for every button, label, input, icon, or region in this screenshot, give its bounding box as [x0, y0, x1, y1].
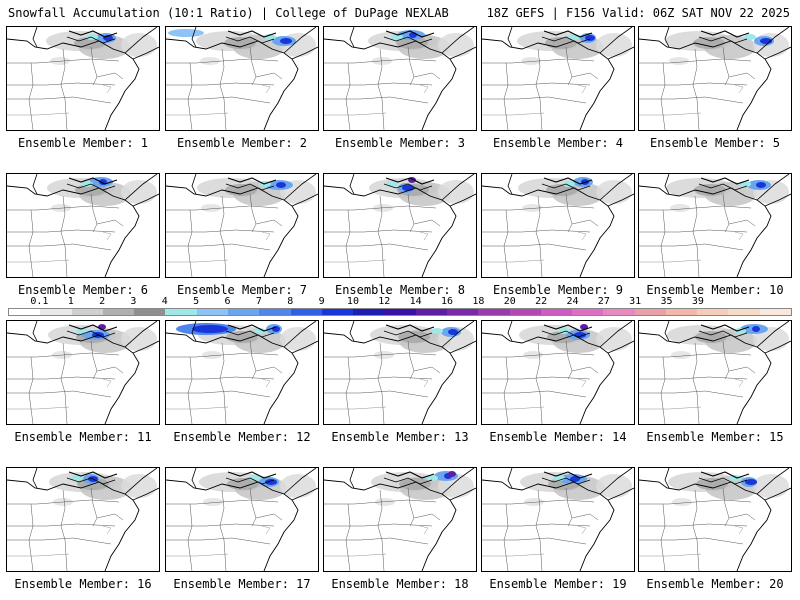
colorbar-swatch — [603, 309, 635, 315]
colorbar-tick-label: 7 — [255, 296, 262, 307]
ensemble-member-map — [323, 467, 477, 572]
ensemble-member-map — [165, 173, 319, 278]
ensemble-member-label: Ensemble Member: 10 — [646, 283, 784, 297]
colorbar-tick-label: 16 — [441, 296, 454, 307]
colorbar-tick-label: 0.1 — [30, 296, 49, 307]
ensemble-member-map — [481, 26, 635, 131]
colorbar-swatch — [321, 309, 354, 315]
run-valid-time: 18Z GEFS | F156 Valid: 06Z SAT NOV 22 20… — [486, 6, 790, 20]
ensemble-member-label: Ensemble Member: 12 — [173, 430, 311, 444]
colorbar-swatches — [8, 308, 792, 316]
colorbar-tick-label: 24 — [566, 296, 579, 307]
colorbar-swatch — [196, 309, 228, 315]
ensemble-member-label: Ensemble Member: 4 — [492, 136, 624, 150]
ensemble-member-label: Ensemble Member: 16 — [14, 577, 152, 591]
ensemble-member-map — [481, 320, 635, 425]
colorbar-tick-label: 10 — [346, 296, 359, 307]
colorbar-swatch — [634, 309, 666, 315]
ensemble-member-label: Ensemble Member: 17 — [173, 577, 311, 591]
snowfall-colorbar: 0.1 1 2 3 4 5 6 7 8 9 10 12 14 16 18 20 22 24 27 31 35 39 — [8, 296, 792, 318]
colorbar-tick-label: 35 — [660, 296, 673, 307]
colorbar-tick-label: 18 — [472, 296, 485, 307]
colorbar-swatch — [227, 309, 260, 315]
colorbar-swatch — [665, 309, 698, 315]
map-title: Snowfall Accumulation (10:1 Ratio) | Col… — [8, 6, 449, 20]
ensemble-member-map — [165, 320, 319, 425]
ensemble-member-label: Ensemble Member: 19 — [489, 577, 627, 591]
colorbar-tick-label: 2 — [99, 296, 106, 307]
colorbar-swatch — [259, 309, 291, 315]
colorbar-swatch — [728, 309, 760, 315]
colorbar-tick-label: 31 — [629, 296, 642, 307]
colorbar-tick-label: 9 — [318, 296, 325, 307]
colorbar-swatch — [9, 309, 41, 315]
ensemble-member-map — [323, 320, 477, 425]
ensemble-member-map — [638, 320, 792, 425]
ensemble-member-label: Ensemble Member: 7 — [176, 283, 308, 297]
colorbar-tick-label: 4 — [161, 296, 168, 307]
ensemble-member-label: Ensemble Member: 13 — [331, 430, 469, 444]
ensemble-member-map — [6, 173, 160, 278]
ensemble-member-label: Ensemble Member: 11 — [14, 430, 152, 444]
colorbar-swatch — [697, 309, 729, 315]
ensemble-member-label: Ensemble Member: 15 — [646, 430, 784, 444]
colorbar-tick-label: 22 — [535, 296, 548, 307]
colorbar-tick-label: 5 — [193, 296, 200, 307]
ensemble-member-label: Ensemble Member: 5 — [649, 136, 781, 150]
colorbar-swatch — [71, 309, 103, 315]
ensemble-member-map — [165, 467, 319, 572]
ensemble-member-label: Ensemble Member: 2 — [176, 136, 308, 150]
colorbar-tick-label: 6 — [224, 296, 231, 307]
colorbar-swatch — [415, 309, 447, 315]
colorbar-swatch — [290, 309, 322, 315]
ensemble-member-map — [638, 173, 792, 278]
ensemble-member-map — [6, 320, 160, 425]
ensemble-member-label: Ensemble Member: 6 — [17, 283, 149, 297]
colorbar-tick-label: 14 — [409, 296, 422, 307]
ensemble-member-map — [481, 467, 635, 572]
colorbar-tick-label: 20 — [503, 296, 516, 307]
ensemble-member-label: Ensemble Member: 9 — [492, 283, 624, 297]
colorbar-tick-label: 39 — [691, 296, 704, 307]
ensemble-member-map — [481, 173, 635, 278]
colorbar-tick-label: 27 — [597, 296, 610, 307]
colorbar-swatch — [384, 309, 416, 315]
ensemble-member-label: Ensemble Member: 8 — [334, 283, 466, 297]
colorbar-tick-label: 1 — [67, 296, 74, 307]
ensemble-member-map — [323, 173, 477, 278]
colorbar-tick-label: 3 — [130, 296, 137, 307]
ensemble-member-label: Ensemble Member: 20 — [646, 577, 784, 591]
ensemble-member-map — [323, 26, 477, 131]
ensemble-member-label: Ensemble Member: 18 — [331, 577, 469, 591]
colorbar-swatch — [446, 309, 479, 315]
colorbar-swatch — [478, 309, 510, 315]
colorbar-tick-label: 8 — [287, 296, 294, 307]
ensemble-member-map — [165, 26, 319, 131]
ensemble-member-label: Ensemble Member: 1 — [17, 136, 149, 150]
colorbar-swatch — [102, 309, 135, 315]
ensemble-member-label: Ensemble Member: 14 — [489, 430, 627, 444]
ensemble-member-map — [638, 26, 792, 131]
ensemble-member-map — [6, 467, 160, 572]
colorbar-swatch — [134, 309, 166, 315]
colorbar-tick-label: 12 — [378, 296, 391, 307]
colorbar-swatch — [759, 309, 792, 315]
colorbar-swatch — [540, 309, 573, 315]
colorbar-labels: 0.1 1 2 3 4 5 6 7 8 9 10 12 14 16 18 20 22 24 27 31 35 39 — [8, 296, 792, 307]
ensemble-member-label: Ensemble Member: 3 — [334, 136, 466, 150]
ensemble-member-map — [6, 26, 160, 131]
colorbar-swatch — [509, 309, 541, 315]
colorbar-swatch — [40, 309, 72, 315]
colorbar-swatch — [572, 309, 604, 315]
colorbar-swatch — [165, 309, 197, 315]
colorbar-swatch — [353, 309, 385, 315]
ensemble-member-map — [638, 467, 792, 572]
